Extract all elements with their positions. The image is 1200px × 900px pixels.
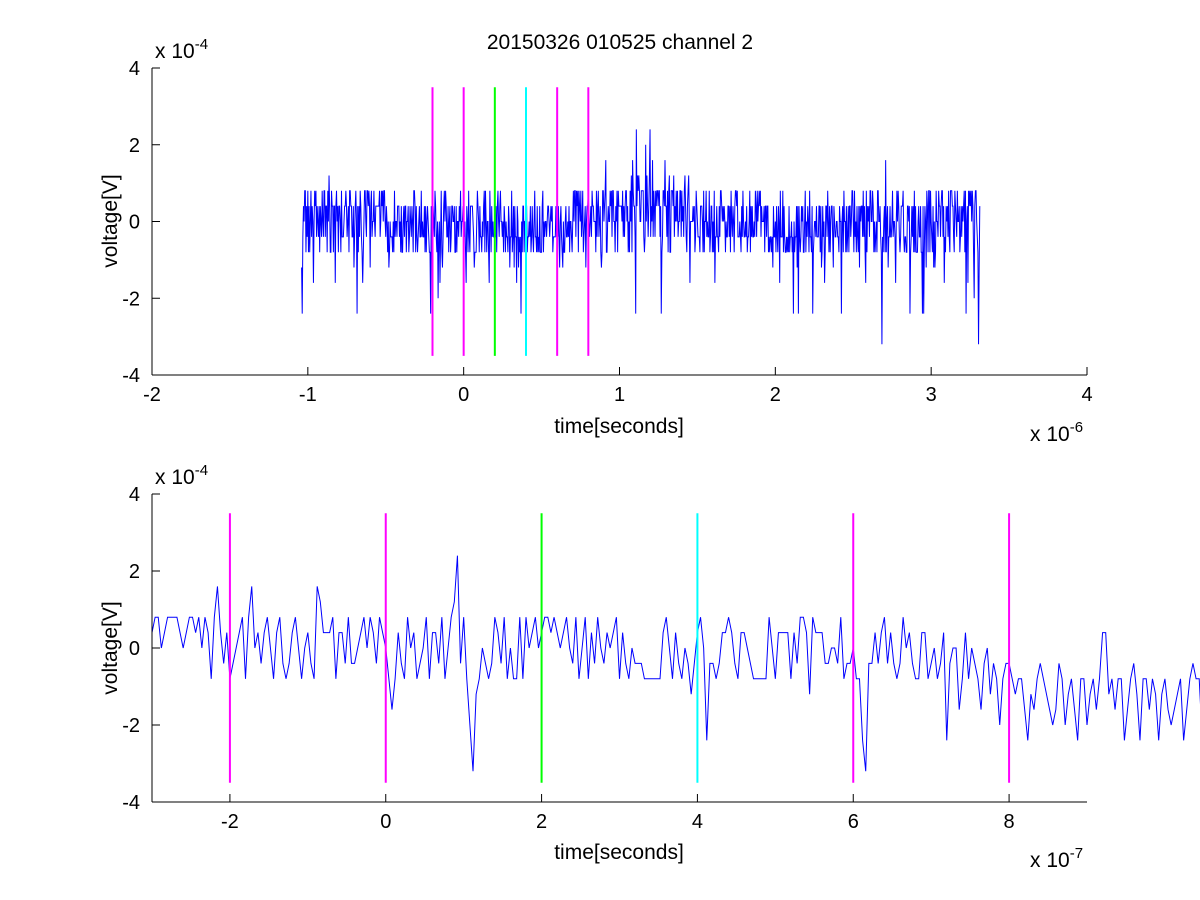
bottom-plot-xlabel: time[seconds] — [554, 841, 684, 864]
bottom-plot-x-tick-label: 0 — [380, 811, 391, 833]
bottom-plot-y-exponent-label: x 10-4 — [155, 462, 208, 489]
top-plot-x-tick-label: -2 — [143, 384, 161, 406]
top-plot-y-tick-label: 2 — [129, 135, 140, 157]
top-plot-signal-line — [301, 129, 981, 345]
bottom-plot-y-multiplier: x 10 — [155, 466, 195, 489]
bottom-plot-y-tick-label: -4 — [122, 792, 140, 814]
top-plot-x-tick-label: -1 — [299, 384, 317, 406]
bottom-plot-x-tick-label: 4 — [692, 811, 703, 833]
bottom-plot-marker-layer — [228, 513, 1011, 783]
top-plot-y-tick-label: -4 — [122, 365, 140, 387]
top-plot: 20150326 010525 channel 2 -2 -1 0 1 2 3 4 4 2 0 -2… — [99, 31, 1093, 446]
top-plot-marker-layer — [431, 87, 590, 356]
top-plot-x-exponent: -6 — [1070, 419, 1083, 436]
top-plot-x-tick-label: 0 — [458, 384, 469, 406]
bottom-plot-signal-layer — [151, 555, 1200, 772]
top-plot-y-multiplier: x 10 — [155, 40, 195, 63]
bottom-plot-axes: -2 0 2 4 6 8 4 2 0 -2 -4 — [122, 484, 1087, 833]
bottom-plot-x-tick-label: 2 — [536, 811, 547, 833]
chart-title: 20150326 010525 channel 2 — [487, 31, 753, 54]
bottom-plot-x-multiplier: x 10 — [1030, 849, 1070, 872]
bottom-plot-y-exponent: -4 — [195, 462, 208, 479]
bottom-plot-y-tick-label: 4 — [129, 484, 140, 506]
bottom-plot-ylabel: voltage[V] — [99, 601, 122, 694]
top-plot-x-tick-label: 2 — [770, 384, 781, 406]
bottom-plot-y-tick-label: -2 — [122, 715, 140, 737]
top-plot-x-tick-label: 1 — [614, 384, 625, 406]
top-plot-y-exponent: -4 — [195, 36, 208, 53]
bottom-plot-x-tick-label: -2 — [221, 811, 239, 833]
top-plot-xlabel: time[seconds] — [554, 415, 684, 438]
top-plot-x-tick-label: 4 — [1081, 384, 1092, 406]
top-plot-x-multiplier: x 10 — [1030, 423, 1070, 446]
bottom-plot-x-exponent: -7 — [1070, 845, 1083, 862]
bottom-plot-signal-line — [151, 555, 1200, 772]
top-plot-y-tick-label: 4 — [129, 58, 140, 80]
top-plot-x-exponent-label: x 10-6 — [1030, 419, 1083, 446]
bottom-plot-y-tick-label: 2 — [129, 561, 140, 583]
top-plot-y-exponent-label: x 10-4 — [155, 36, 208, 63]
bottom-plot-x-tick-label: 8 — [1004, 811, 1015, 833]
top-plot-x-tick-label: 3 — [926, 384, 937, 406]
bottom-plot-y-tick-label: 0 — [129, 638, 140, 660]
top-plot-ylabel: voltage[V] — [99, 174, 122, 267]
top-plot-y-tick-label: -2 — [122, 288, 140, 310]
top-plot-signal-layer — [301, 129, 981, 345]
bottom-plot-x-exponent-label: x 10-7 — [1030, 845, 1083, 872]
top-plot-y-tick-label: 0 — [129, 212, 140, 234]
bottom-plot-x-tick-label: 6 — [848, 811, 859, 833]
